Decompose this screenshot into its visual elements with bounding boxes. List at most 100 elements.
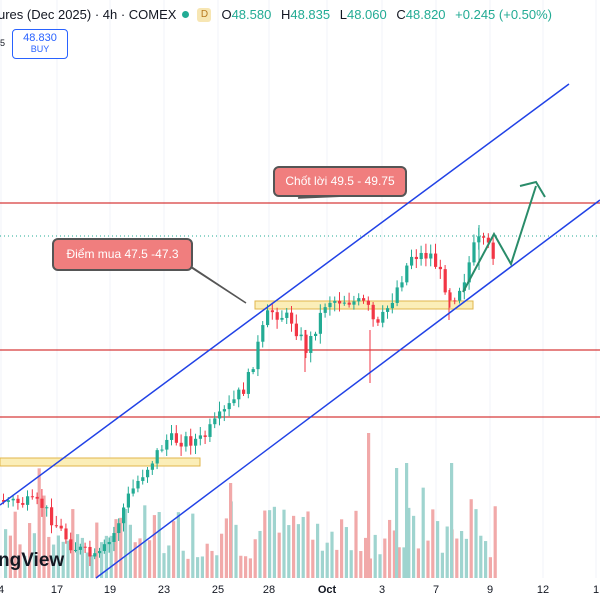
volume-bar: [330, 531, 334, 578]
volume-spike: [367, 433, 371, 578]
candle-body: [146, 469, 150, 478]
close-value: 48.820: [405, 7, 446, 22]
volume-bar: [104, 535, 108, 578]
volume-bar: [296, 524, 300, 578]
candle-body: [299, 334, 303, 337]
volume-spike: [395, 468, 399, 578]
candle-body: [35, 496, 39, 499]
candle-body: [54, 525, 58, 527]
x-tick-label: 23: [157, 584, 171, 596]
candle-body: [131, 488, 135, 494]
volume-bar: [42, 495, 46, 578]
volume-bar: [397, 547, 401, 578]
volume-bar: [95, 522, 99, 578]
support-zone: [0, 457, 201, 467]
projection-path: [462, 185, 537, 293]
volume-bar: [66, 540, 70, 578]
volume-bar: [119, 517, 123, 578]
candle-body: [318, 312, 322, 334]
candle-body: [338, 300, 342, 304]
candle-body: [366, 300, 370, 305]
candle-body: [309, 335, 313, 353]
candle-body: [222, 409, 226, 412]
data-badge[interactable]: D: [197, 7, 212, 22]
trend-channel: [0, 83, 600, 579]
entry-callout[interactable]: Điểm mua 47.5 -47.3: [52, 238, 193, 271]
candle-body: [467, 262, 471, 283]
volume-bar: [426, 540, 430, 578]
buy-button[interactable]: 48.830 BUY: [12, 29, 68, 59]
x-tick-label: 7: [432, 584, 440, 596]
candle-body: [242, 389, 246, 394]
volume-bar: [76, 534, 80, 578]
volume-bar: [306, 511, 310, 578]
highlight-zones: [0, 300, 474, 467]
volume-bar: [215, 555, 219, 578]
x-tick-label: 17: [50, 584, 64, 596]
volume-bar: [493, 506, 497, 578]
candlesticks: [2, 225, 495, 567]
volume-bar: [191, 513, 195, 578]
candle-body: [462, 282, 466, 291]
volume-bar: [248, 558, 252, 578]
symbol-title[interactable]: ures (Dec 2025) · 4h · COMEX: [0, 7, 177, 22]
candle-body: [424, 252, 428, 259]
chart-header: ures (Dec 2025) · 4h · COMEX D O48.580 H…: [0, 7, 558, 22]
candle-body: [170, 433, 174, 440]
volume-bar: [152, 515, 156, 578]
volume-bar: [244, 556, 248, 578]
market-open-dot: [182, 11, 190, 18]
volume-spike: [229, 483, 233, 578]
volume-bar: [258, 530, 262, 578]
candle-body: [59, 525, 63, 529]
volume-bar: [320, 550, 324, 578]
volume-bar: [8, 535, 12, 578]
candle-body: [362, 298, 366, 301]
take-profit-callout[interactable]: Chốt lời 49.5 - 49.75: [273, 166, 407, 197]
candle-body: [88, 546, 92, 557]
candle-body: [237, 389, 241, 400]
x-tick-label: 12: [536, 584, 550, 596]
candle-body: [179, 442, 183, 447]
candle-body: [150, 463, 154, 470]
volume-bar: [196, 557, 200, 578]
volume-bar: [431, 509, 435, 578]
volume-bar: [210, 550, 214, 578]
candle-body: [160, 449, 164, 451]
volume-bar: [388, 519, 392, 578]
candle-body: [410, 256, 414, 266]
candle-body: [136, 480, 140, 489]
volume-bar: [349, 550, 353, 578]
volume-bar: [90, 555, 94, 578]
volume-bar: [402, 547, 406, 578]
candle-body: [405, 265, 409, 283]
volume-bar: [220, 533, 224, 578]
volume-bar: [407, 507, 411, 578]
volume-bar: [301, 516, 305, 578]
volume-bar: [335, 549, 339, 578]
buy-label: BUY: [30, 44, 50, 54]
volume-bar: [124, 509, 128, 578]
candle-body: [443, 269, 447, 293]
x-tick-label: 28: [262, 584, 276, 596]
volume-bar: [368, 558, 372, 578]
candle-body: [246, 372, 250, 394]
x-tick-label: 4: [0, 584, 5, 596]
volume-bar: [133, 542, 137, 578]
volume-bar: [18, 544, 22, 578]
volume-bar: [114, 519, 118, 578]
volume-bar: [109, 535, 113, 578]
ohlc-readout: O48.580 H48.835 L48.060 C48.820 +0.245 (…: [221, 7, 558, 22]
candle-body: [98, 551, 102, 554]
volume-bar: [200, 556, 204, 578]
candle-body: [294, 323, 298, 337]
tradingview-watermark: ngView: [0, 550, 65, 571]
candle-body: [251, 369, 255, 373]
side-fragment: 5: [0, 38, 6, 48]
candle-body: [194, 438, 198, 446]
candle-body: [275, 312, 279, 320]
candle-body: [491, 242, 495, 259]
volume-bar: [455, 538, 459, 578]
candle-body: [270, 310, 274, 313]
